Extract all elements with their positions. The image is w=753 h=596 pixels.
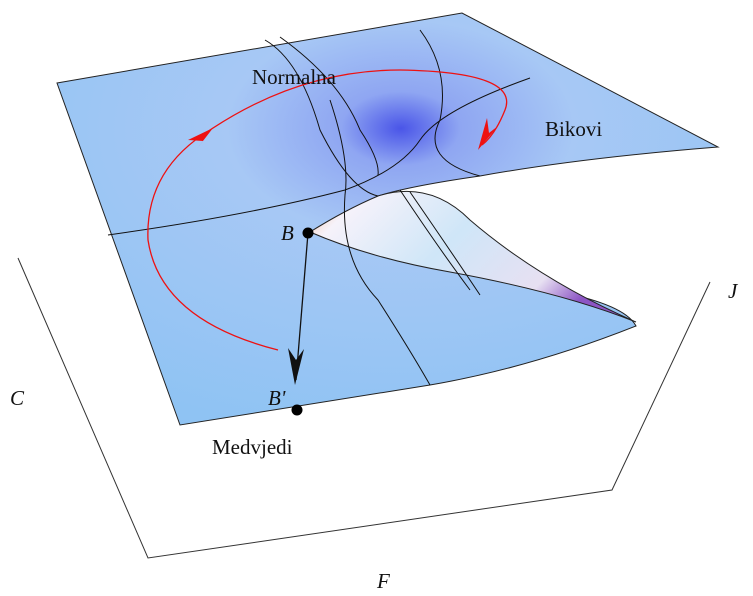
point — [291, 404, 303, 416]
point-label: B' — [268, 386, 286, 410]
fold-sheet — [308, 190, 637, 323]
cycle-path — [147, 69, 508, 351]
region-label: Normalna — [252, 65, 337, 89]
region-label: Medvjedi — [212, 435, 293, 459]
arrowhead — [288, 348, 304, 385]
jump-arrow — [295, 232, 309, 381]
point — [302, 227, 314, 239]
arrowhead — [188, 128, 213, 150]
surface-lines — [107, 29, 531, 386]
arrowhead — [478, 118, 498, 150]
axis-label: J — [728, 279, 739, 303]
point-label: B — [281, 221, 294, 245]
axis-label: F — [376, 569, 390, 593]
region-label: Bikovi — [545, 117, 602, 141]
axis-label: C — [10, 386, 25, 410]
axis-box — [17, 257, 711, 559]
